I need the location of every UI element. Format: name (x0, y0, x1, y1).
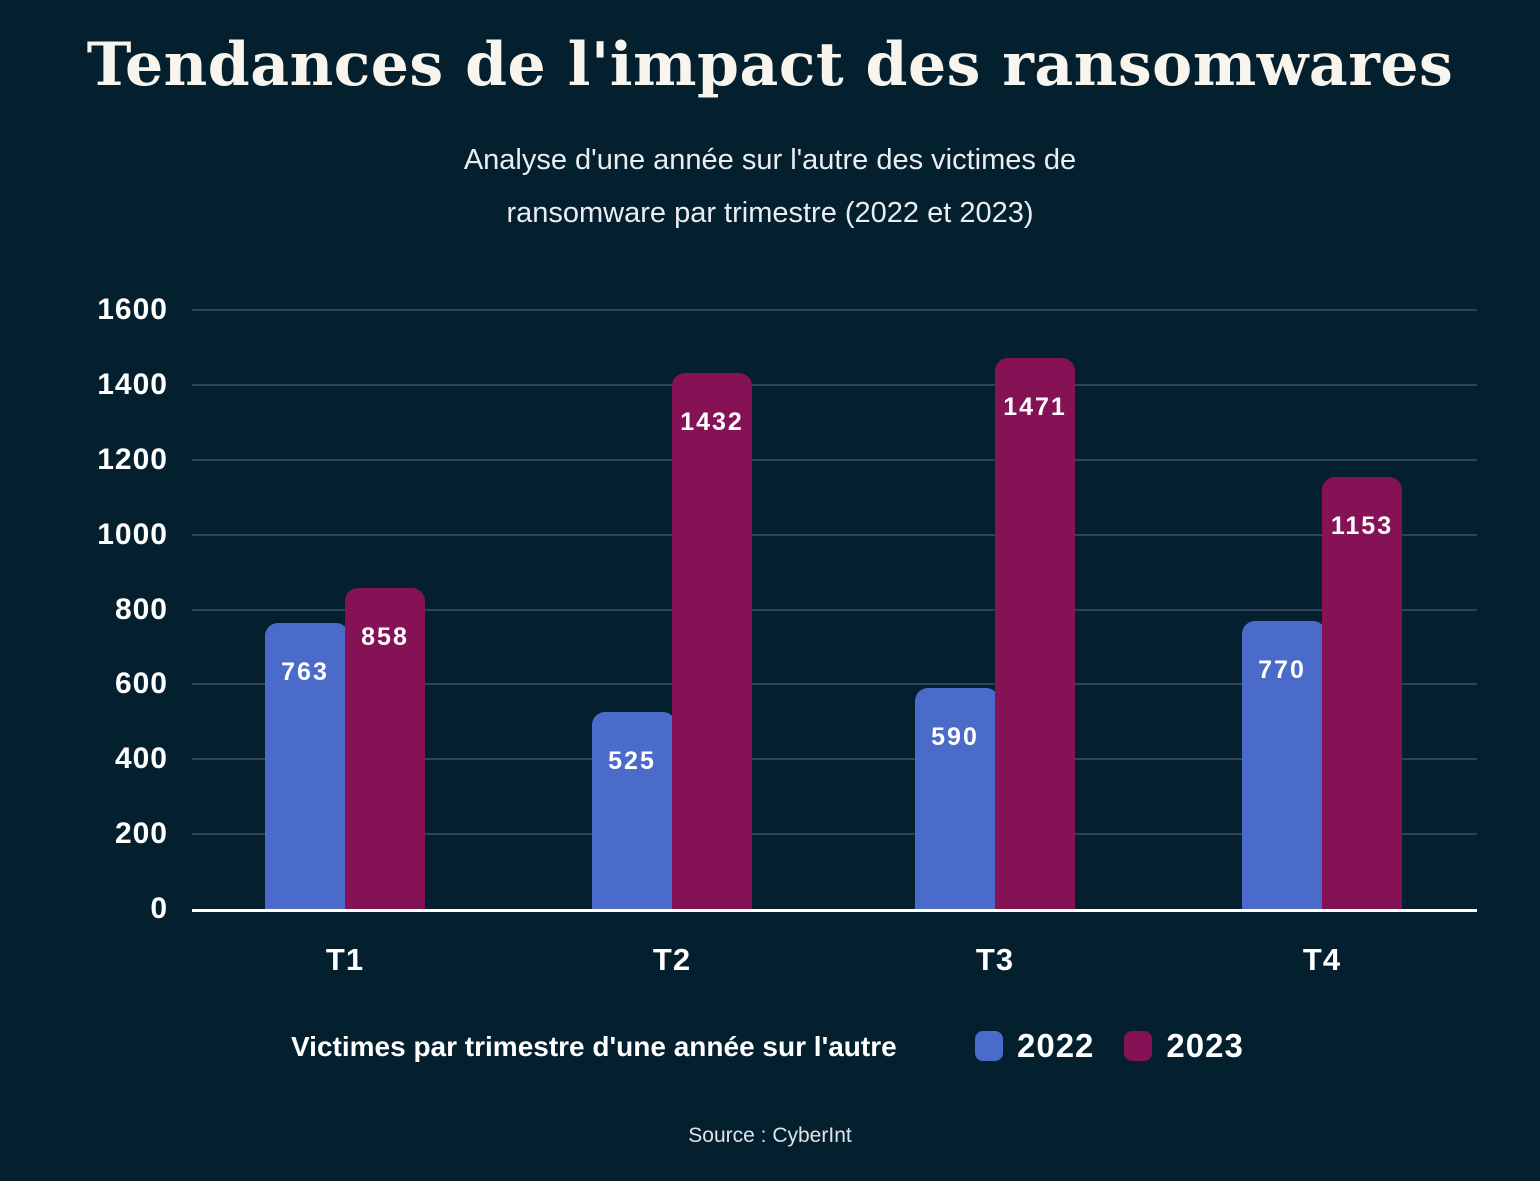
gridline-1400 (192, 383, 1477, 386)
x-axis-category-label-T1: T1 (325, 942, 365, 977)
y-axis-tick-label-1400: 1400 (97, 367, 168, 401)
bar-2023-T1 (345, 587, 425, 909)
legend-items: 2022 2023 (975, 1027, 1244, 1065)
x-axis-category-label-T3: T3 (975, 942, 1015, 977)
bar-value-2022-T1: 763 (281, 658, 329, 687)
subtitle-line-2: ransomware par trimestre (2022 et 2023) (506, 197, 1034, 229)
legend-item-2023: 2023 (1124, 1027, 1243, 1065)
gridline-800 (192, 608, 1477, 611)
x-axis-category-label-T2: T2 (652, 942, 692, 977)
legend-series-name-2023: 2023 (1166, 1027, 1244, 1064)
gridline-400 (192, 758, 1477, 761)
gridline-1600 (192, 309, 1477, 311)
bar-2023-T3 (995, 358, 1075, 909)
y-axis-tick-label-0: 0 (150, 892, 168, 925)
bar-value-2022-T2: 525 (608, 747, 656, 776)
bar-2022-T3 (915, 688, 999, 909)
bar-2023-T2 (672, 372, 752, 909)
bar-2023-T4 (1322, 477, 1402, 909)
legend-series-name-2022: 2022 (1017, 1027, 1095, 1064)
y-axis-tick-label-800: 800 (114, 592, 168, 626)
bar-value-2023-T2: 1432 (680, 407, 744, 436)
y-axis-tick-label-400: 400 (114, 742, 168, 776)
bar-value-2023-T1: 858 (361, 622, 409, 651)
legend-item-2022: 2022 (975, 1027, 1094, 1065)
subtitle-line-1: Analyse d'une année sur l'autre des vict… (463, 144, 1077, 176)
bar-2022-T2 (592, 712, 676, 909)
legend-swatch-2023 (1124, 1031, 1153, 1061)
y-axis-tick-label-1600: 1600 (97, 293, 168, 326)
bar-value-2023-T4: 1153 (1330, 512, 1394, 541)
y-axis-tick-label-1200: 1200 (97, 442, 168, 476)
bar-2022-T4 (1242, 620, 1326, 909)
gridline-1000 (192, 533, 1477, 536)
bar-2022-T1 (265, 623, 349, 909)
bar-value-2022-T4: 770 (1258, 655, 1306, 684)
legend-label: Victimes par trimestre d'une année sur l… (291, 1031, 897, 1062)
gridline-200 (192, 833, 1477, 836)
bar-value-2022-T3: 590 (931, 723, 979, 752)
y-axis-tick-label-200: 200 (114, 817, 168, 851)
chart-subtitle: Analyse d'une année sur l'autre des vict… (0, 134, 1540, 240)
page-title: Tendances de l'impact des ransomwares (86, 30, 1454, 100)
source-credit: Source : CyberInt (688, 1124, 852, 1147)
x-axis-category-label-T4: T4 (1302, 942, 1342, 977)
gridline-1200 (192, 458, 1477, 461)
y-axis-tick-label-600: 600 (114, 667, 168, 701)
x-axis-line (192, 909, 1477, 912)
y-axis-tick-label-1000: 1000 (97, 517, 168, 551)
gridline-600 (192, 683, 1477, 686)
bar-value-2023-T3: 1471 (1003, 393, 1067, 422)
legend-swatch-2022 (975, 1031, 1003, 1061)
